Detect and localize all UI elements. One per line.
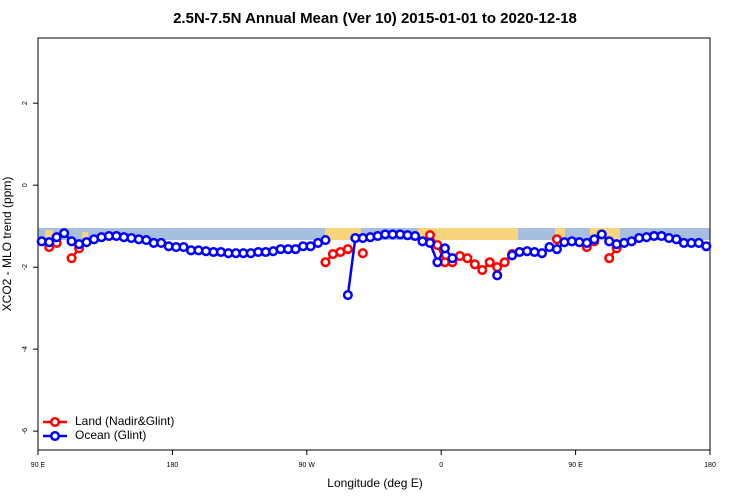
legend-label: Land (Nadir&Glint): [75, 414, 174, 428]
legend-marker: [49, 430, 61, 442]
point: [551, 244, 562, 255]
point: [342, 244, 353, 255]
legend-label: Ocean (Glint): [75, 428, 146, 442]
x-tick-label: 90 E: [31, 462, 46, 469]
point: [484, 257, 495, 268]
point: [44, 237, 55, 248]
legend-marker: [49, 416, 61, 428]
y-tick-label: 0: [22, 183, 29, 187]
point: [66, 253, 77, 264]
point: [357, 248, 368, 259]
point: [581, 237, 592, 249]
point: [499, 257, 510, 268]
point: [469, 259, 480, 270]
point: [320, 257, 331, 268]
x-tick-label: 180: [704, 462, 716, 469]
x-tick-label: 0: [439, 462, 443, 469]
point: [59, 228, 70, 239]
point: [477, 264, 488, 276]
point: [51, 232, 62, 243]
point: [492, 262, 503, 273]
x-tick-label: 180: [167, 462, 179, 469]
point: [596, 229, 607, 240]
point: [462, 253, 473, 264]
point: [342, 289, 353, 301]
x-axis-label: Longitude (deg E): [327, 476, 422, 490]
point: [536, 248, 548, 259]
point: [492, 270, 503, 281]
point: [701, 241, 712, 252]
chart-title: 2.5N-7.5N Annual Mean (Ver 10) 2015-01-0…: [173, 10, 577, 27]
point: [320, 235, 331, 246]
point: [447, 253, 458, 264]
point: [410, 230, 421, 242]
y-tick-label: -2: [22, 264, 29, 270]
point: [432, 257, 443, 268]
point: [424, 237, 436, 249]
point: [671, 234, 682, 245]
y-axis-label: XCO2 - MLO trend (ppm): [0, 177, 14, 312]
point: [604, 253, 615, 264]
point: [439, 243, 450, 254]
y-tick-label: -6: [22, 428, 29, 434]
y-tick-label: -4: [22, 346, 29, 352]
x-tick-label: 90 E: [568, 462, 583, 469]
x-tick-label: 90 W: [299, 462, 316, 469]
point: [424, 230, 436, 241]
point: [589, 234, 600, 245]
y-tick-label: 2: [22, 101, 29, 105]
